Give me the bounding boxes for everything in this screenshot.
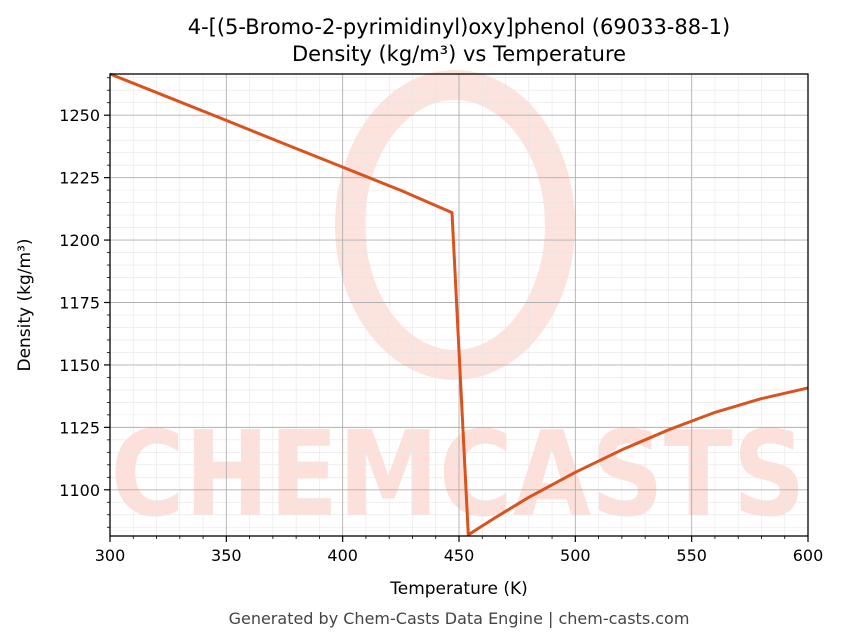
x-tick-label: 500	[560, 546, 591, 565]
x-tick-label: 550	[676, 546, 707, 565]
chart-title: 4-[(5-Bromo-2-pyrimidinyl)oxy]phenol (69…	[188, 15, 731, 39]
y-tick-label: 1200	[59, 231, 100, 250]
x-tick-label: 400	[327, 546, 358, 565]
y-tick-label: 1175	[59, 294, 100, 313]
density-series-line	[109, 72, 809, 537]
x-tick-label: 600	[793, 546, 824, 565]
x-tick-label: 450	[444, 546, 475, 565]
x-axis-label: Temperature (K)	[389, 579, 528, 599]
watermark-text: CHEMCASTS	[111, 405, 806, 543]
y-tick-label: 1125	[59, 418, 100, 437]
chart-subtitle: Density (kg/m³) vs Temperature	[292, 42, 626, 66]
axis-ticks: 300 350 400 450 500 550 600 1100 1125 1150 1175 120…	[59, 77, 824, 565]
y-axis-label: Density (kg/m³)	[15, 238, 35, 371]
x-tick-label: 300	[95, 546, 126, 565]
footer-credit: Generated by Chem-Casts Data Engine | ch…	[229, 609, 690, 628]
y-tick-label: 1225	[59, 169, 100, 188]
x-tick-label: 350	[211, 546, 242, 565]
series-group	[109, 72, 809, 537]
y-tick-label: 1250	[59, 106, 100, 125]
y-tick-label: 1150	[59, 356, 100, 375]
y-tick-label: 1100	[59, 481, 100, 500]
